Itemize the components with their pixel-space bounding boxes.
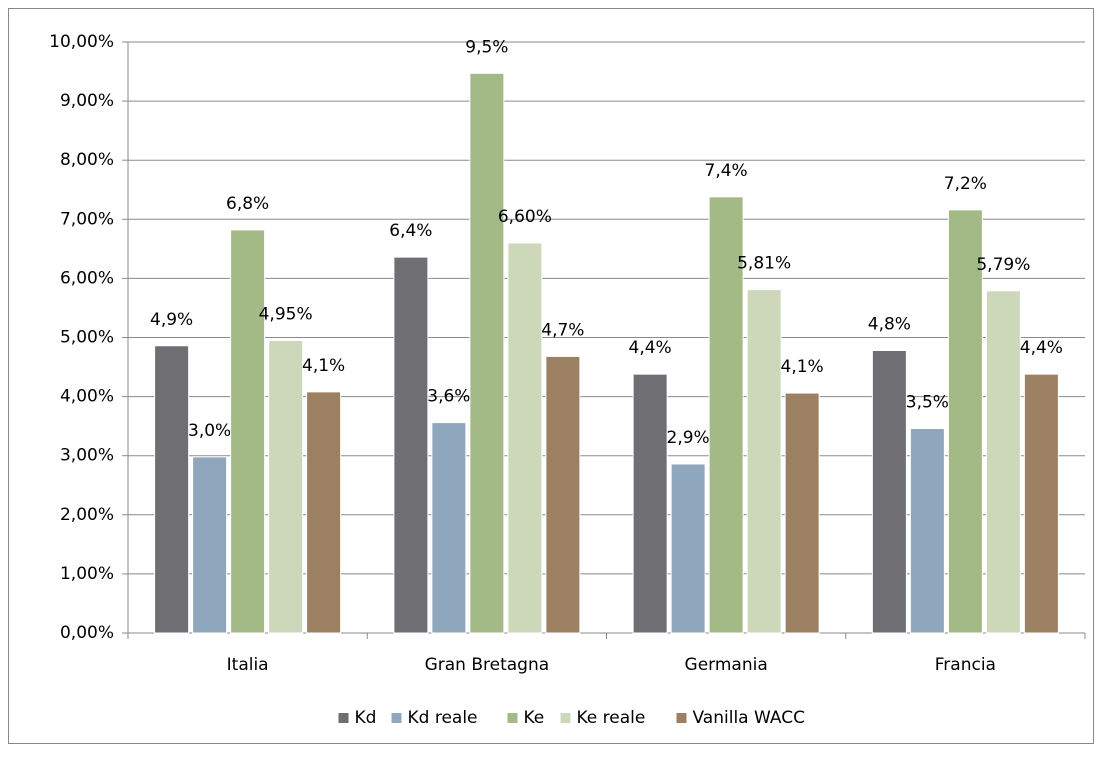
bar (746, 289, 782, 634)
value-label: 3,0% (188, 421, 231, 441)
bar (268, 339, 304, 634)
legend-swatch (676, 713, 687, 723)
legend-label: Kd (355, 708, 377, 728)
legend-label: Ke (524, 708, 545, 728)
bar (909, 428, 945, 634)
bar (469, 72, 505, 634)
value-label: 4,4% (629, 338, 672, 358)
value-label: 7,2% (944, 174, 987, 194)
legend-swatch (338, 713, 349, 723)
value-label: 6,8% (226, 194, 269, 214)
y-tick-label: 1,00% (60, 564, 114, 584)
value-label: 3,5% (906, 393, 949, 413)
bar (985, 290, 1021, 634)
value-label: 4,8% (868, 315, 911, 335)
legend-swatch (391, 713, 402, 723)
value-label: 4,95% (259, 304, 313, 324)
bar (230, 229, 266, 634)
y-tick-label: 10,00% (49, 32, 114, 52)
bar (393, 256, 429, 634)
legend-swatch (507, 713, 518, 723)
bar (507, 242, 543, 634)
bar (632, 373, 668, 634)
value-label: 2,9% (667, 428, 710, 448)
bar (306, 391, 342, 634)
bar (871, 350, 907, 634)
y-tick-label: 2,00% (60, 505, 114, 525)
legend-label: Vanilla WACC (693, 708, 805, 728)
bar (154, 345, 190, 634)
value-label: 4,1% (302, 356, 345, 376)
bar (708, 196, 744, 634)
value-label: 4,1% (781, 357, 824, 377)
value-label: 9,5% (465, 37, 508, 57)
bar (670, 463, 706, 634)
y-tick-label: 6,00% (60, 268, 114, 288)
y-tick-label: 8,00% (60, 150, 114, 170)
bar (431, 422, 467, 634)
bar (947, 209, 983, 634)
value-label: 6,60% (498, 207, 552, 227)
x-tick-label: Germania (685, 655, 768, 675)
value-label: 7,4% (705, 161, 748, 181)
legend-swatch (560, 713, 571, 723)
value-label: 3,6% (427, 387, 470, 407)
x-tick-label: Francia (935, 655, 996, 675)
y-tick-label: 4,00% (60, 387, 114, 407)
value-label: 4,4% (1020, 338, 1063, 358)
bar (1023, 373, 1059, 634)
y-tick-label: 7,00% (60, 209, 114, 229)
bar (784, 392, 820, 634)
value-label: 4,7% (541, 320, 584, 340)
y-tick-label: 3,00% (60, 446, 114, 466)
x-tick-label: Gran Bretagna (425, 655, 550, 675)
value-label: 6,4% (389, 221, 432, 241)
y-tick-label: 5,00% (60, 328, 114, 348)
legend-label: Ke reale (577, 708, 646, 728)
bar (545, 355, 581, 634)
y-tick-label: 0,00% (60, 623, 114, 643)
value-label: 5,79% (976, 255, 1030, 275)
value-label: 5,81% (737, 254, 791, 274)
legend-label: Kd reale (408, 708, 478, 728)
y-tick-label: 9,00% (60, 91, 114, 111)
x-tick-label: Italia (227, 655, 269, 675)
bar (192, 456, 228, 634)
value-label: 4,9% (150, 310, 193, 330)
